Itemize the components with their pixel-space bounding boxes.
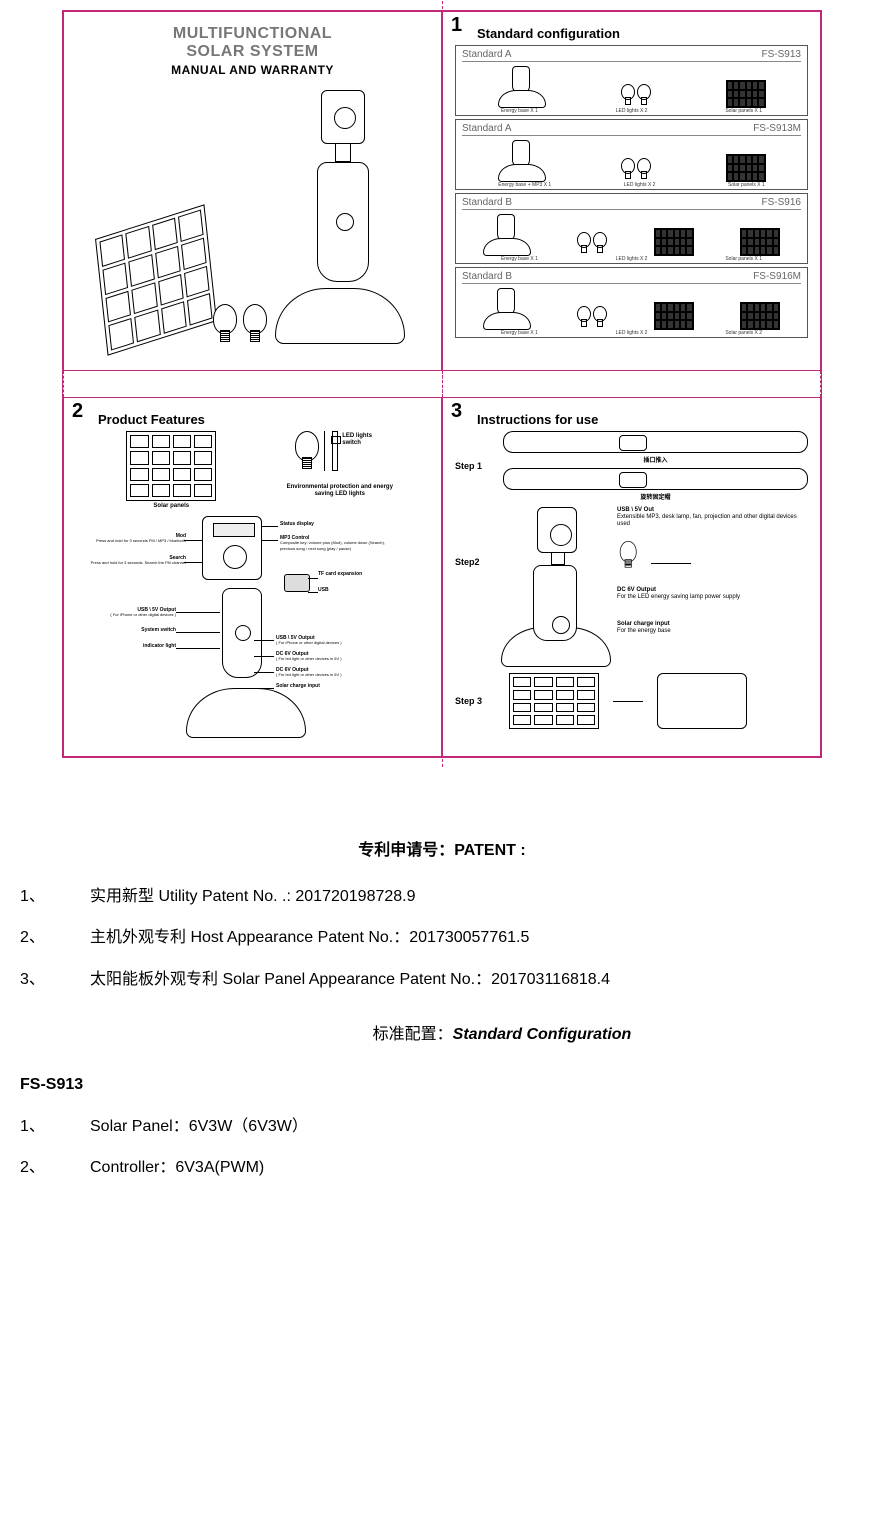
panel-cover: MULTIFUNCTIONAL SOLAR SYSTEM MANUAL AND … [63,11,442,371]
bulb-pair-icon [619,158,651,182]
solar-panel-icon [726,80,766,108]
connector-illustration [503,468,808,490]
label-mp3: MP3 Control Composite key: volume plus (… [280,536,400,553]
config-model: FS-S913 [20,1072,864,1098]
patent-item: 1、实用新型 Utility Patent No. .: 20172019872… [20,884,864,910]
label-usb5v: USB \ 5V Out Extensible MP3, desk lamp, … [617,507,808,529]
config-name: Standard A [462,49,511,60]
label-usb: USB [318,588,329,594]
title-line2: SOLAR SYSTEM [76,44,429,60]
label-env-led: Environmental protection and energy savi… [285,484,395,497]
plug-label-2: 旋转固定帽 [503,492,808,501]
step1-label: Step 1 [455,461,495,471]
label-mod: Mod Press and hold for 3 seconds FM / MP… [76,534,186,545]
title-sub: MANUAL AND WARRANTY [76,64,429,76]
label-solar-panels: Solar panels [126,503,216,510]
base-icon [498,140,544,182]
solar-panel-icon [726,154,766,182]
section-title: Instructions for use [477,412,808,427]
label-search: Search Press and hold for 3 seconds. Sea… [76,556,186,567]
base-icon [483,214,529,256]
label-status: Status display [280,522,314,528]
config-model: FS-S916M [753,271,801,282]
base-outline-icon [657,673,747,729]
panel-instructions: 3 Instructions for use Step 1 插口推入 旋转固定帽… [442,397,821,757]
base-icon [483,288,529,330]
panel-number: 3 [451,400,462,423]
plug-label-1: 插口推入 [503,455,808,464]
solar-panel-icon [740,302,780,330]
solar-panel-icon [509,673,599,729]
label-system-switch: System switch [76,628,176,634]
config-row: Standard AFS-S913Energy base X 1LED ligh… [455,45,808,116]
device-illustration [501,507,611,667]
switch-icon [332,431,338,471]
label-solar-charge-input: Solar charge input [276,684,320,690]
label-dc6v: DC 6V Output For the LED energy saving l… [617,587,808,601]
bulb-icon [617,541,638,573]
config-model: FS-S913 [762,49,801,60]
bulb-icon [291,431,321,477]
config-name: Standard B [462,197,512,208]
panel-number: 1 [451,14,462,37]
bulb-icon [209,304,239,350]
solar-panel-icon [126,431,216,501]
solar-panel-icon [654,228,694,256]
patent-item: 2、主机外观专利 Host Appearance Patent No.：2017… [20,925,864,951]
config-model: FS-S913M [753,123,801,134]
config-name: Standard A [462,123,511,134]
bulb-pair-illustration [209,304,269,350]
step3-label: Step 3 [455,696,495,706]
patent-item: 3、太阳能板外观专利 Solar Panel Appearance Patent… [20,967,864,993]
config-row: Standard AFS-S913MEnergy base + MP3 X 1L… [455,119,808,190]
config-model: FS-S916 [762,197,801,208]
connector-illustration [503,431,808,453]
label-usb5v-left: USB \ 5V Output ( For iPhone or other di… [76,608,176,619]
manual-quad: MULTIFUNCTIONAL SOLAR SYSTEM MANUAL AND … [62,10,822,758]
document-body: 专利申请号：PATENT : 1、实用新型 Utility Patent No.… [20,838,864,1181]
bulb-pair-icon [575,306,607,330]
solar-panel-icon [654,302,694,330]
bulb-pair-icon [619,84,651,108]
panel-number: 2 [72,400,83,423]
config-name: Standard B [462,271,512,282]
device-illustration [275,90,405,350]
label-dc6v-2: DC 6V Output ( For led light or other de… [276,668,406,679]
solar-panel-icon [740,228,780,256]
step2-label: Step2 [455,557,495,567]
section-title: Product Features [98,412,429,427]
label-indicator: indicator light [76,644,176,650]
config-row: Standard BFS-S916MEnergy base X 1LED lig… [455,267,808,338]
mp3-module-icon [202,516,262,580]
label-led-switch: LED lights switch [342,433,388,446]
title-line1: MULTIFUNCTIONAL [76,26,429,42]
label-solar-in: Solar charge input For the energy base [617,621,808,635]
bulb-icon [239,304,269,350]
patent-heading: 专利申请号：PATENT : [20,838,864,864]
device-body-icon [186,588,306,738]
label-dc6v-1: DC 6V Output ( For led light or other de… [276,652,406,663]
panel-configurations: 1 Standard configuration Standard A FS-S9… [442,11,821,371]
config-heading: 标准配置：Standard Configuration [140,1022,864,1048]
vertical-fold-line [442,1,443,767]
solar-panel-illustration [95,204,217,355]
config-item: 1、Solar Panel：6V3W（6V3W） [20,1114,864,1140]
config-row: Standard BFS-S916Energy base X 1LED ligh… [455,193,808,264]
label-usb5v-right: USB \ 5V Output ( For iPhone or other di… [276,636,406,647]
bulb-pair-icon [575,232,607,256]
config-item: 2、Controller：6V3A(PWM) [20,1155,864,1181]
section-title: Standard configuration [477,26,808,41]
panel-features: 2 Product Features Solar panels LED ligh… [63,397,442,757]
base-icon [498,66,544,108]
label-tf: TF card expansion [318,572,362,578]
